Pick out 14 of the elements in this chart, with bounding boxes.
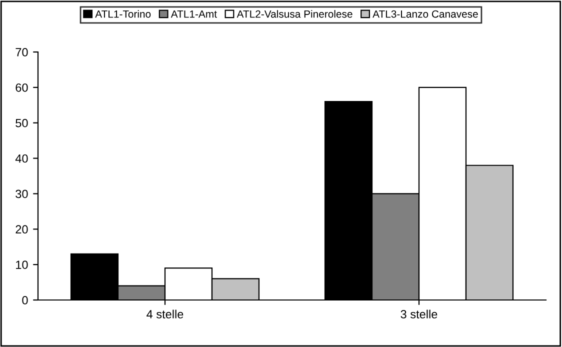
legend-label: ATL2-Valsusa Pinerolese: [236, 10, 352, 18]
y-tick-label: 60: [16, 83, 28, 92]
legend-label: ATL1-Torino: [95, 10, 151, 18]
legend-label: ATL3-Lanzo Canavese: [372, 10, 478, 18]
y-tick-label: 40: [15, 154, 28, 163]
y-tick-label: 30: [16, 190, 28, 198]
x-tick-label: 4 stelle: [146, 310, 184, 318]
y-tick-label: 20: [16, 225, 28, 234]
x-tick-label: 3 stelle: [400, 310, 438, 318]
y-tick-label: 10: [16, 260, 28, 269]
legend-label: ATL1-Amt: [170, 10, 217, 18]
y-tick-label: 70: [16, 48, 28, 56]
y-tick-label: 0: [22, 296, 28, 304]
y-tick-label: 50: [16, 118, 28, 128]
